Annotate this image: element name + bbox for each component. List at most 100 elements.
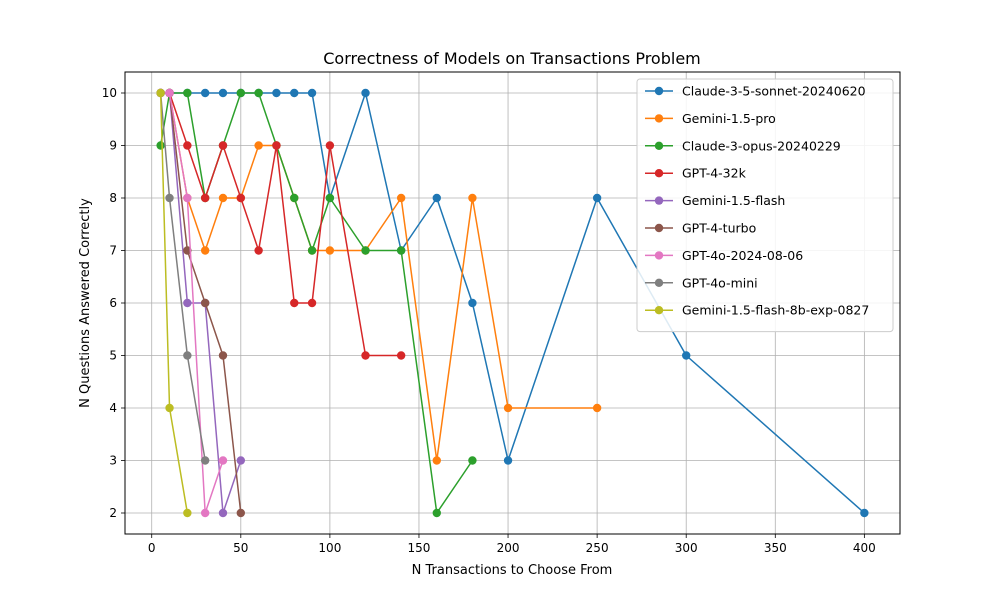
data-point	[592, 193, 602, 203]
data-point	[361, 88, 370, 98]
data-point	[290, 193, 299, 203]
data-point	[468, 193, 477, 203]
x-axis-label: N Transactions to Choose From	[412, 563, 613, 578]
data-point	[183, 508, 192, 518]
data-point	[236, 88, 246, 98]
data-point	[218, 141, 228, 150]
y-tick-label: 10	[102, 86, 117, 100]
legend-label: GPT-4o-mini	[682, 275, 758, 290]
data-point	[468, 298, 477, 308]
data-point	[592, 403, 602, 413]
data-point	[396, 193, 406, 203]
data-point	[361, 246, 370, 255]
y-axis: 2 3 4 5 6 7 8 9 10	[102, 86, 125, 520]
legend-label: Claude-3-opus-20240229	[682, 138, 841, 153]
data-point	[165, 403, 174, 413]
data-point	[307, 88, 317, 98]
data-point	[325, 193, 335, 203]
data-point	[290, 88, 299, 98]
data-point	[200, 456, 210, 465]
y-tick-label: 6	[109, 296, 117, 310]
legend-label: GPT-4-turbo	[682, 221, 756, 236]
data-point	[218, 351, 228, 360]
data-point	[361, 351, 370, 360]
data-point	[272, 88, 281, 98]
legend-item: GPT-4-32k	[645, 166, 747, 181]
data-point	[432, 193, 441, 203]
legend-label: Gemini-1.5-flash-8b-exp-0827	[682, 303, 869, 318]
x-tick-label: 0	[148, 541, 156, 555]
data-point	[254, 141, 263, 150]
y-axis-label: N Questions Answered Correctly	[78, 198, 93, 408]
x-tick-label: 350	[764, 541, 787, 555]
data-point	[156, 88, 165, 98]
legend-item: GPT-4o-mini	[645, 275, 758, 290]
data-point	[290, 298, 299, 308]
data-point	[432, 456, 441, 465]
x-tick-label: 300	[675, 541, 698, 555]
legend-item: Gemini-1.5-flash	[645, 193, 785, 208]
legend-item: Claude-3-5-sonnet-20240620	[645, 84, 866, 99]
data-point	[200, 193, 210, 203]
data-point	[218, 88, 228, 98]
legend-item: Claude-3-opus-20240229	[645, 138, 841, 153]
data-point	[503, 403, 513, 413]
legend-swatch-marker	[654, 169, 664, 178]
legend-swatch-marker	[654, 251, 664, 260]
legend-label: GPT-4-32k	[682, 166, 747, 181]
series-8	[156, 88, 192, 518]
legend-label: GPT-4o-2024-08-06	[682, 248, 803, 263]
data-point	[307, 246, 317, 255]
series-layer	[156, 88, 869, 518]
legend-box	[636, 78, 894, 333]
y-tick-label: 5	[109, 349, 117, 363]
x-tick-label: 400	[853, 541, 876, 555]
x-tick-label: 200	[497, 541, 520, 555]
data-point	[156, 141, 165, 150]
legend-swatch-marker	[654, 306, 664, 315]
data-point	[200, 508, 210, 518]
data-point	[236, 456, 246, 465]
data-point	[183, 141, 192, 150]
y-tick-label: 8	[109, 191, 117, 205]
data-point	[860, 508, 869, 518]
legend-label: Claude-3-5-sonnet-20240620	[682, 84, 866, 99]
data-point	[200, 88, 210, 98]
legend-swatch-marker	[654, 114, 664, 123]
legend-swatch-marker	[654, 223, 664, 233]
data-point	[432, 508, 441, 518]
legend-label: Gemini-1.5-flash	[682, 193, 785, 208]
data-point	[183, 193, 192, 203]
legend-label: Gemini-1.5-pro	[682, 111, 776, 126]
data-point	[272, 141, 281, 150]
series-line	[159, 92, 206, 461]
data-point	[218, 456, 228, 465]
data-point	[325, 141, 335, 150]
legend-item: GPT-4o-2024-08-06	[645, 248, 803, 263]
legend-item: Gemini-1.5-pro	[645, 111, 776, 126]
x-tick-label: 50	[233, 541, 248, 555]
legend-swatch-marker	[654, 278, 664, 287]
x-axis: 0 50 100 150 200 250 300 350 400	[148, 534, 876, 555]
data-point	[236, 508, 246, 518]
x-tick-label: 250	[586, 541, 609, 555]
data-point	[254, 246, 263, 255]
x-tick-label: 100	[318, 541, 341, 555]
data-point	[218, 508, 228, 518]
y-tick-label: 3	[109, 454, 117, 468]
data-point	[396, 351, 406, 360]
legend-item: Gemini-1.5-flash-8b-exp-0827	[645, 303, 869, 318]
data-point	[396, 246, 406, 255]
chart-title: Correctness of Models on Transactions Pr…	[323, 49, 701, 68]
data-point	[307, 298, 317, 308]
data-point	[503, 456, 513, 465]
data-point	[682, 351, 691, 360]
legend: Claude-3-5-sonnet-20240620 Gemini-1.5-pro…	[636, 78, 894, 333]
legend-item: GPT-4-turbo	[645, 221, 756, 236]
data-point	[183, 298, 192, 308]
data-point	[183, 351, 192, 360]
data-point	[236, 193, 246, 203]
data-point	[218, 193, 228, 203]
data-point	[165, 193, 174, 203]
